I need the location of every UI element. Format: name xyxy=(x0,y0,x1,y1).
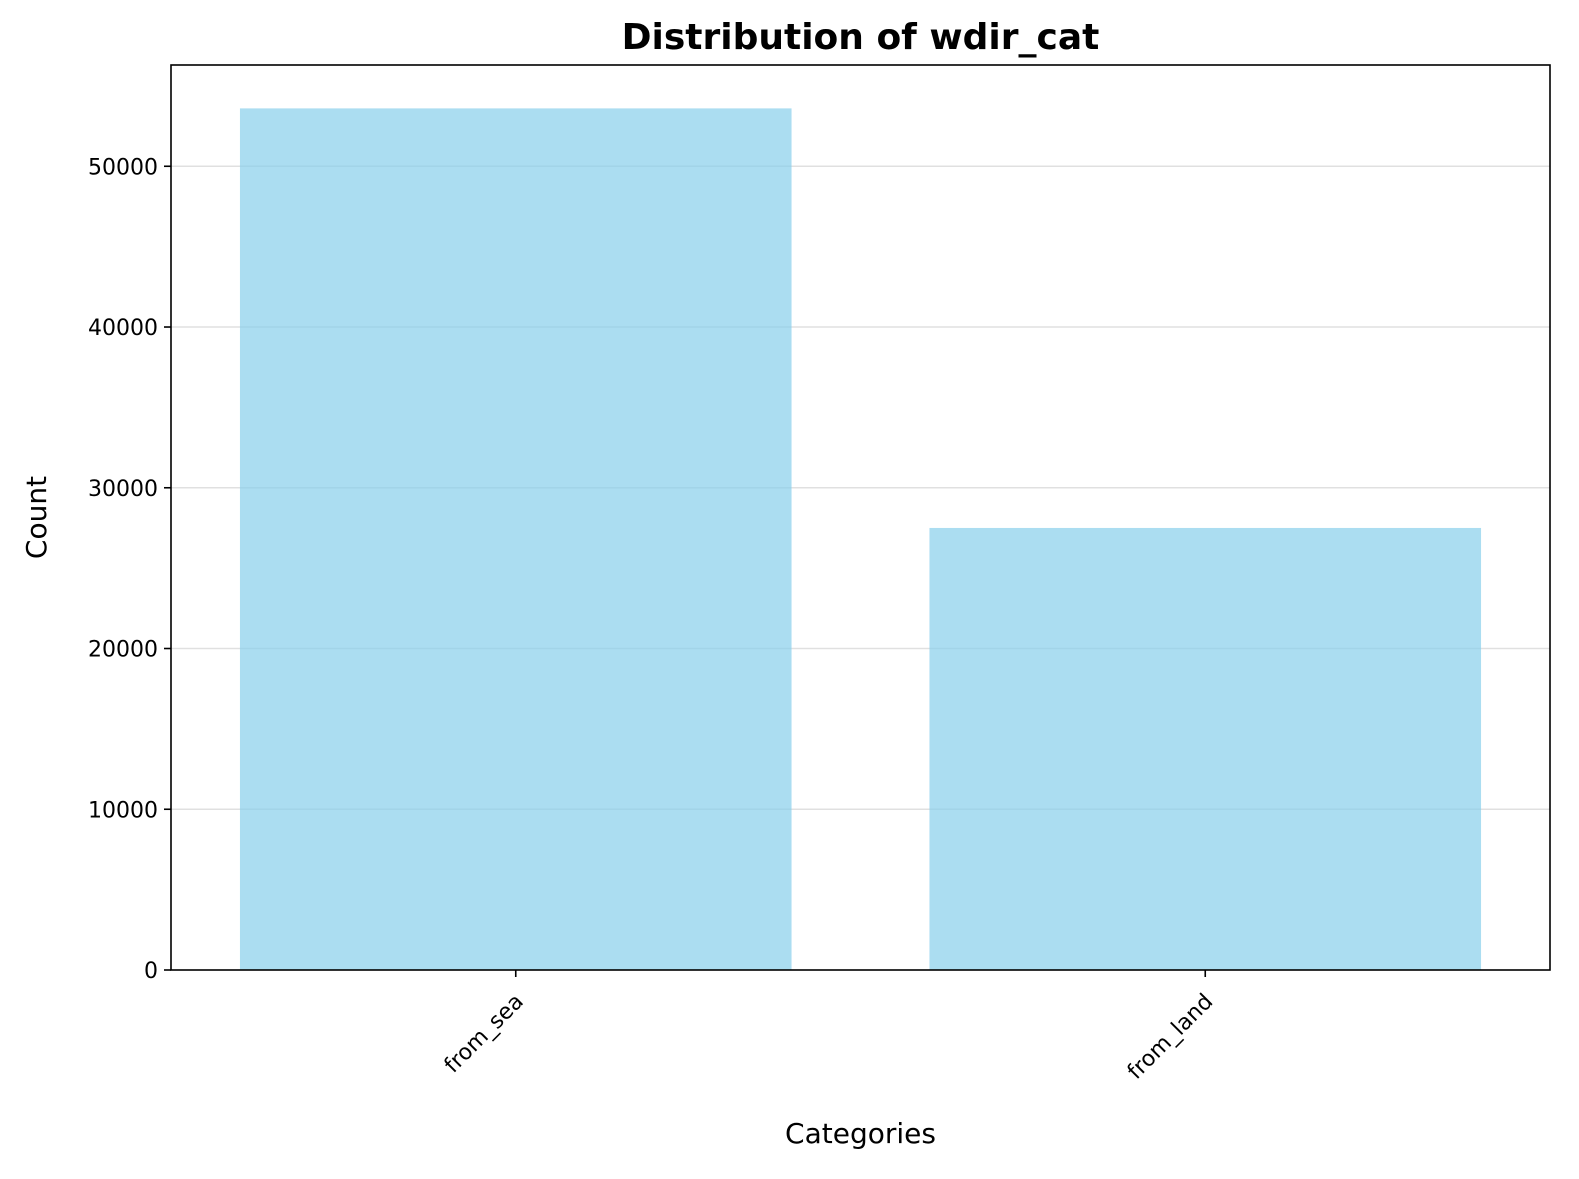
y-tick-label: 0 xyxy=(144,959,158,984)
y-tick-label: 20000 xyxy=(88,638,158,663)
bar-from_sea xyxy=(239,108,792,970)
x-axis-label: Categories xyxy=(785,1117,936,1150)
plot-frame xyxy=(170,64,1551,971)
bar-from_land xyxy=(929,527,1482,970)
y-axis-label: Count xyxy=(20,476,53,559)
y-axis-ticks: 0 10000 20000 30000 40000 50000 xyxy=(88,155,171,984)
bars xyxy=(239,108,1482,970)
x-tick-label-from_land: from_land xyxy=(1123,989,1218,1084)
y-tick-label: 10000 xyxy=(88,798,158,823)
x-axis-ticks: from_sea from_land xyxy=(440,970,1218,1085)
y-tick-label: 40000 xyxy=(88,316,158,341)
y-tick-label: 50000 xyxy=(88,155,158,180)
x-tick-label-from_sea: from_sea xyxy=(440,989,529,1078)
chart-title: Distribution of wdir_cat xyxy=(622,17,1100,58)
y-tick-label: 30000 xyxy=(88,477,158,502)
